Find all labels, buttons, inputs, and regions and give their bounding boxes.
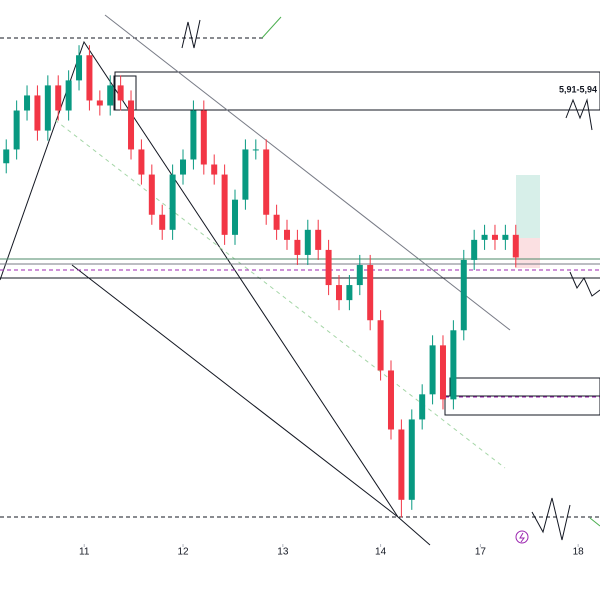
candle-body — [502, 234, 509, 240]
candle-body — [491, 234, 498, 240]
trend-line — [0, 40, 399, 518]
candle-body — [232, 199, 239, 235]
candle-body — [128, 100, 135, 150]
candle-body — [138, 149, 145, 175]
green-stroke — [261, 16, 282, 39]
trend-line — [104, 14, 511, 331]
candle-body — [65, 80, 72, 111]
candle-body — [96, 100, 103, 106]
candle-body — [180, 159, 187, 175]
candle-body — [346, 285, 353, 301]
profit-zone — [516, 175, 540, 238]
candle-body — [76, 55, 83, 81]
candle-body — [159, 214, 166, 230]
zone-box — [444, 395, 600, 416]
candle-body — [304, 229, 311, 255]
loss-zone — [516, 238, 540, 268]
candle-body — [367, 264, 374, 321]
candle-body — [377, 320, 384, 371]
candle-body — [273, 214, 280, 230]
event-icon — [515, 530, 529, 544]
candle-body — [294, 239, 301, 255]
x-tick-label: 12 — [177, 547, 189, 558]
candle-body — [460, 259, 467, 331]
trend-line — [71, 264, 399, 518]
candle-body — [242, 149, 249, 200]
candle-body — [34, 95, 41, 131]
trend-line — [397, 516, 431, 546]
zigzag — [531, 497, 571, 541]
candle-body — [148, 174, 155, 215]
candle-body — [24, 95, 31, 111]
zone-box-inner — [113, 75, 137, 111]
x-tick-label: 18 — [573, 547, 585, 558]
candle-body — [252, 149, 259, 151]
candle-body — [211, 164, 218, 175]
zone-box — [449, 377, 600, 397]
candle-body — [387, 370, 394, 430]
candle-body — [13, 110, 20, 150]
event-icon-bolt — [519, 532, 525, 543]
candle-body — [512, 234, 519, 258]
candle-body — [55, 85, 62, 111]
zigzag — [181, 19, 201, 49]
candle-body — [408, 419, 415, 500]
candle-body — [200, 110, 207, 165]
x-tick-label: 11 — [79, 547, 90, 558]
zigzag — [569, 271, 600, 297]
candle-body — [429, 345, 436, 395]
x-tick-label: 14 — [375, 547, 387, 558]
candle-body — [439, 345, 446, 400]
x-tick-label: 13 — [277, 547, 289, 558]
candle-body — [398, 429, 405, 500]
candle-body — [315, 229, 322, 250]
candle-body — [86, 55, 93, 101]
candle-body — [190, 110, 197, 160]
candle-body — [325, 249, 332, 286]
candle-body — [263, 149, 270, 215]
green-stroke — [589, 517, 600, 527]
candle-body — [335, 285, 342, 301]
candle-body — [481, 234, 488, 240]
candle-body — [3, 149, 10, 164]
candle-body — [107, 85, 114, 106]
candle-body — [356, 264, 363, 286]
candle-body — [44, 85, 51, 131]
candle-body — [419, 394, 426, 420]
candle-body — [221, 174, 228, 235]
zone-box — [114, 71, 600, 111]
x-tick-label: 17 — [475, 547, 487, 558]
zigzag — [565, 98, 593, 131]
zone-label: 5,91-5,94 — [559, 84, 597, 94]
dashed-channel — [54, 119, 506, 469]
drawings — [0, 14, 600, 546]
candle-body — [169, 174, 176, 230]
candle-body — [450, 330, 457, 400]
candle-body — [284, 229, 291, 240]
candle-body — [471, 239, 478, 260]
candle-body — [117, 85, 124, 101]
